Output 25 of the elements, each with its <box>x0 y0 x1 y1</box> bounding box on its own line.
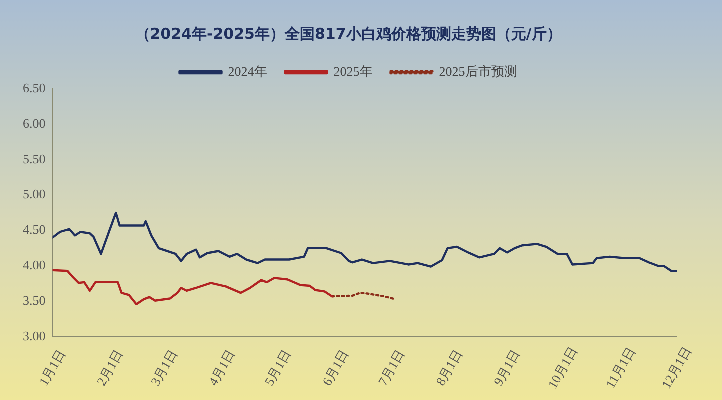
legend-label: 2025年 <box>334 64 373 79</box>
x-tick-label: 2月1日 <box>94 347 126 388</box>
y-tick-label: 3.00 <box>23 328 46 344</box>
x-tick-label: 1月1日 <box>36 347 69 388</box>
x-tick-label: 11月1日 <box>602 344 638 391</box>
y-tick-label: 4.00 <box>23 258 46 273</box>
chart-title: （2024年-2025年）全国817小白鸡价格预测走势图（元/斤） <box>135 24 562 43</box>
legend-label: 2024年 <box>228 64 268 79</box>
legend-label: 2025后市预测 <box>439 64 518 79</box>
y-tick-label: 5.50 <box>23 151 46 166</box>
y-tick-label: 5.00 <box>23 186 46 202</box>
x-tick-label: 3月1日 <box>148 347 180 388</box>
y-tick-label: 6.50 <box>23 80 46 96</box>
x-tick-label: 4月1日 <box>206 347 238 388</box>
x-tick-label: 9月1日 <box>490 347 524 388</box>
y-tick-label: 3.50 <box>23 292 46 308</box>
x-tick-label: 5月1日 <box>262 347 294 388</box>
x-tick-label: 12月1日 <box>658 344 694 392</box>
x-tick-label: 8月1日 <box>432 347 466 388</box>
x-tick-label: 6月1日 <box>319 347 352 388</box>
x-tick-label: 7月1日 <box>375 347 408 388</box>
line-series <box>331 292 397 301</box>
y-tick-label: 4.50 <box>23 222 46 238</box>
y-tick-label: 6.00 <box>23 116 46 131</box>
x-tick-label: 10月1日 <box>545 344 581 392</box>
